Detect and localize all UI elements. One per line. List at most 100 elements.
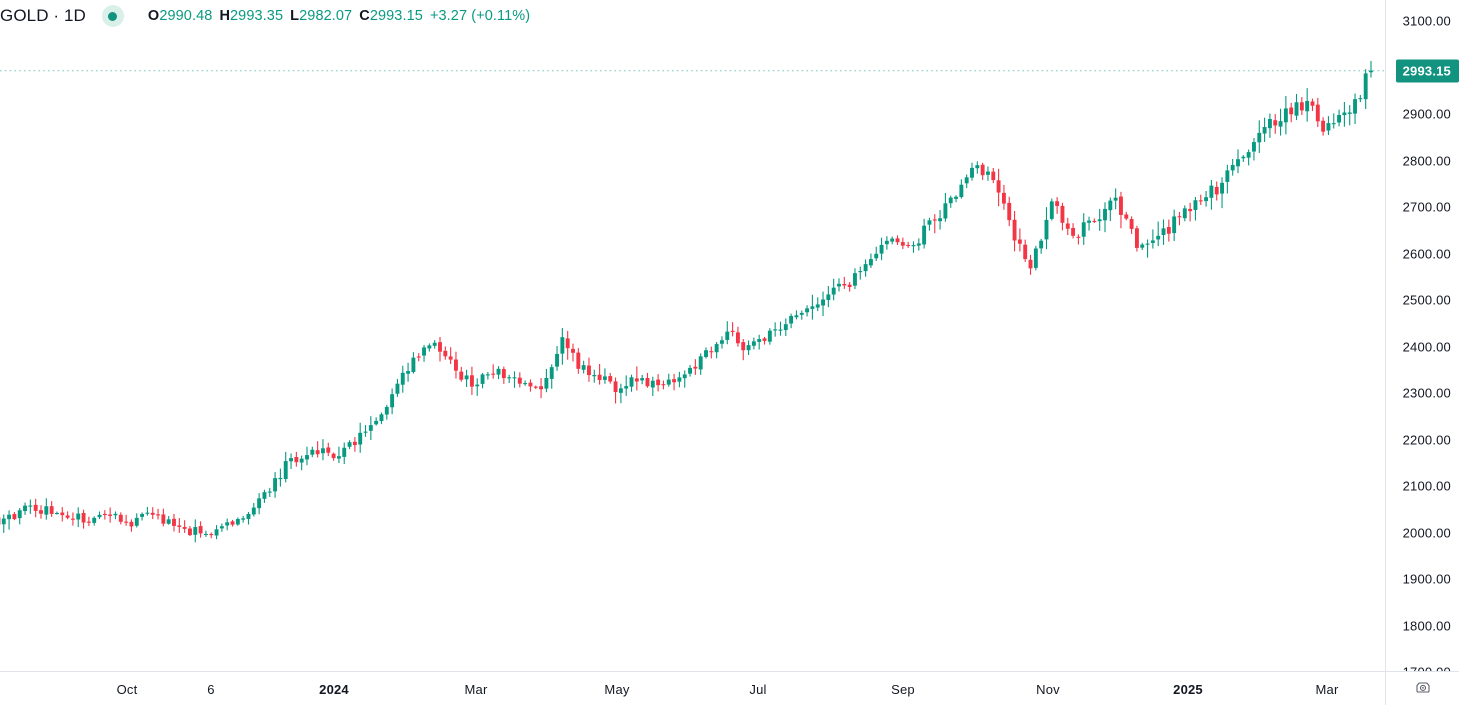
candle-wick [492, 364, 494, 379]
candle-body [113, 513, 118, 516]
candle-body [251, 507, 256, 515]
candle-wick [817, 297, 819, 312]
candlestick-series [0, 60, 1385, 543]
candle-body [166, 519, 171, 524]
candle-body [1103, 208, 1107, 221]
candle-body [986, 171, 990, 175]
candle-body [640, 378, 645, 381]
candle-body [257, 498, 262, 509]
candle-body [805, 308, 810, 313]
camera-aperture-icon[interactable] [1385, 671, 1459, 705]
candle-body [1182, 208, 1187, 219]
candle-body [368, 425, 373, 431]
candle-wick [114, 511, 117, 520]
price-tick: 2800.00 [1402, 153, 1451, 168]
candle-body [810, 306, 815, 309]
candle-body [145, 512, 150, 514]
candle-body [214, 529, 219, 536]
candle-body [496, 368, 501, 375]
candle-body [730, 330, 735, 333]
candle-body [17, 510, 22, 519]
candle-body [1017, 239, 1022, 244]
candle-body [1353, 99, 1357, 114]
candle-body [177, 525, 182, 527]
candle-body [209, 534, 214, 536]
candle-body [874, 253, 879, 259]
candle-body [895, 238, 900, 243]
candle-body [592, 375, 597, 377]
candle-body [938, 218, 943, 222]
price-tick: 2700.00 [1402, 199, 1451, 215]
candle-body [188, 528, 192, 536]
candle-body [278, 477, 283, 480]
candle-wick [338, 446, 340, 463]
candle-wick [636, 366, 638, 391]
candle-body [1246, 152, 1251, 158]
candle-body [124, 521, 129, 523]
candle-body [283, 461, 288, 480]
price-tick: 2000.00 [1402, 525, 1451, 540]
candle-body [459, 371, 464, 380]
time-tick: Sep [891, 682, 915, 697]
price-tick: 3100.00 [1402, 13, 1451, 29]
change-value: +3.27 (+0.11%) [429, 8, 531, 24]
candle-body [528, 382, 533, 387]
candle-body [1177, 216, 1182, 218]
candle-body [491, 373, 496, 375]
candle-wick [843, 276, 845, 289]
candle-body [390, 394, 395, 408]
candle-body [1033, 248, 1038, 268]
candle-wick [934, 214, 936, 234]
candle-body [587, 365, 591, 376]
price-tick: 2900.00 [1402, 106, 1451, 122]
candle-body [1166, 227, 1171, 234]
candle-body [954, 196, 958, 199]
candle-body [650, 380, 655, 388]
candle-body [172, 518, 176, 526]
chart-legend: GOLD · 1D O2990.48 H2993.35 L2982.07 C2993.… [0, 0, 530, 32]
candle-body [560, 337, 565, 354]
chart-plot-area[interactable] [0, 0, 1385, 671]
candle-body [55, 512, 59, 515]
candle-body [533, 386, 538, 388]
candle-body [81, 512, 86, 523]
candle-body [884, 240, 889, 245]
time-axis[interactable]: Oct 6 2024 Mar May Jul Sep Nov 2025 Mar [0, 671, 1459, 705]
candle-body [1198, 200, 1203, 202]
candle-body [1214, 186, 1219, 195]
candle-wick [604, 368, 606, 384]
candle-body [916, 243, 921, 246]
candle-body [448, 356, 453, 360]
candle-wick [205, 530, 207, 537]
candle-body [305, 455, 309, 460]
candle-body [1065, 223, 1070, 229]
price-axis[interactable]: 3100.00 2900.00 2800.00 2700.00 2600.00 2500.… [1385, 0, 1459, 680]
candle-body [422, 347, 426, 356]
close-value: 2993.15 [369, 8, 423, 24]
candle-body [544, 377, 549, 389]
candle-body [262, 492, 267, 499]
candle-body [76, 513, 81, 520]
symbol-title[interactable]: GOLD · 1D [0, 6, 86, 25]
candle-body [922, 225, 927, 245]
candle-body [1140, 244, 1145, 248]
candle-body [1310, 101, 1315, 106]
candle-body [33, 504, 38, 511]
price-tick: 2400.00 [1402, 339, 1451, 354]
candle-body [235, 519, 240, 525]
candle-body [406, 371, 411, 374]
candle-wick [487, 371, 489, 380]
candle-wick [625, 375, 627, 396]
candle-body [1236, 159, 1240, 167]
candle-wick [364, 425, 367, 437]
candle-body [799, 312, 804, 315]
candle-body [762, 338, 767, 341]
low-key: L [290, 8, 300, 24]
candle-body [1156, 235, 1161, 240]
up-candles [1, 60, 1373, 543]
candle-body [1257, 132, 1262, 143]
candle-body [624, 386, 629, 389]
candle-body [198, 526, 203, 534]
candle-body [1097, 219, 1102, 222]
candle-body [549, 367, 554, 379]
